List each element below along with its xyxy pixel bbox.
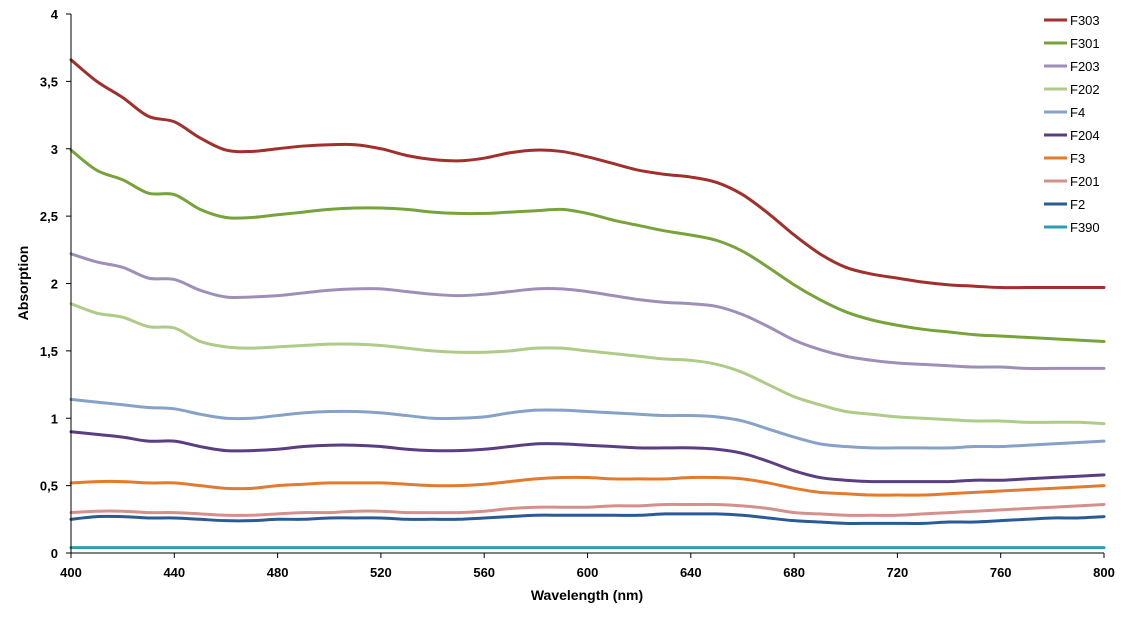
- series-line-f4: [69, 397, 1106, 450]
- x-tick-label: 560: [473, 565, 495, 580]
- x-tick-label: 800: [1093, 565, 1115, 580]
- series-line-f204: [69, 430, 1106, 484]
- y-tick-label: 1,5: [40, 344, 58, 359]
- series-line-f201: [69, 502, 1106, 517]
- x-tick-label: 640: [680, 565, 702, 580]
- legend-label: F203: [1070, 59, 1100, 74]
- y-tick-label: 2,5: [40, 209, 58, 224]
- x-tick-label: 680: [783, 565, 805, 580]
- legend-label: F3: [1070, 151, 1085, 166]
- x-tick-label: 400: [60, 565, 82, 580]
- y-tick-label: 1: [51, 411, 58, 426]
- x-tick-label: 720: [887, 565, 909, 580]
- x-tick-label: 440: [163, 565, 185, 580]
- y-tick-label: 4: [51, 7, 59, 22]
- y-tick-label: 3: [51, 142, 58, 157]
- y-tick-label: 2: [51, 277, 58, 292]
- series-line-f3: [69, 475, 1106, 497]
- y-tick-label: 3,5: [40, 74, 58, 89]
- series-line-f202: [69, 302, 1106, 426]
- x-tick-label: 520: [370, 565, 392, 580]
- y-tick-label: 0,5: [40, 479, 58, 494]
- y-tick-label: 0: [51, 546, 58, 561]
- series-line-f303: [69, 58, 1106, 290]
- legend-label: F303: [1070, 13, 1100, 28]
- series-line-f301: [69, 148, 1106, 343]
- series-lines: [69, 58, 1106, 550]
- y-ticks: 0 0,5 1 1,5 2 2,5 3 3,5 4: [40, 7, 71, 561]
- x-tick-label: 480: [267, 565, 289, 580]
- legend: F303 F301 F203 F202 F4 F204 F3 F201 F2 F390: [1044, 13, 1100, 235]
- x-tick-label: 600: [577, 565, 599, 580]
- legend-label: F204: [1070, 128, 1100, 143]
- x-ticks: 400 440 480 520 560 600 640 680 720 760 800: [60, 553, 1115, 580]
- legend-label: F202: [1070, 82, 1100, 97]
- legend-label: F2: [1070, 197, 1085, 212]
- x-axis-title: Wavelength (nm): [531, 587, 643, 603]
- legend-label: F4: [1070, 105, 1085, 120]
- legend-label: F390: [1070, 220, 1100, 235]
- series-line-f2: [69, 512, 1106, 525]
- series-line-f203: [69, 252, 1106, 370]
- legend-label: F201: [1070, 174, 1100, 189]
- y-axis-title: Absorption: [15, 246, 31, 321]
- legend-label: F301: [1070, 36, 1100, 51]
- x-tick-label: 760: [990, 565, 1012, 580]
